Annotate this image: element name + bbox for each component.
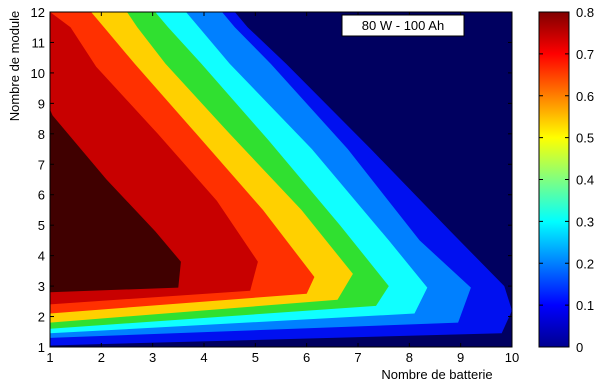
colorbar-tick-label: 0 xyxy=(576,340,583,355)
x-tick-label: 1 xyxy=(46,350,53,365)
x-axis: 1 2 3 4 5 6 7 8 9 10 xyxy=(46,12,519,365)
y-tick-label: 5 xyxy=(38,218,45,233)
x-tick-label: 6 xyxy=(303,350,310,365)
x-tick-label: 9 xyxy=(457,350,464,365)
colorbar-tick-label: 0.4 xyxy=(576,173,594,188)
colorbar-gradient xyxy=(538,11,570,348)
x-tick-label: 7 xyxy=(354,350,361,365)
colorbar-tick-label: 0.7 xyxy=(576,47,594,62)
x-tick-label: 4 xyxy=(200,350,207,365)
colorbar-tick-label: 0.2 xyxy=(576,256,594,271)
x-tick-label: 3 xyxy=(149,350,156,365)
y-tick-label: 10 xyxy=(31,66,45,81)
x-tick-label: 8 xyxy=(406,350,413,365)
x-tick-label: 10 xyxy=(505,350,519,365)
colorbar: 0 0.1 0.2 0.3 0.4 0.5 0.6 0.7 0.8 xyxy=(538,5,594,355)
y-axis-label: Nombre de module xyxy=(7,11,22,122)
plot-area xyxy=(49,11,513,348)
x-tick-label: 2 xyxy=(98,350,105,365)
y-tick-label: 12 xyxy=(31,5,45,20)
colorbar-tick-label: 0.3 xyxy=(576,214,594,229)
y-tick-label: 2 xyxy=(38,310,45,325)
annotation-text: 80 W - 100 Ah xyxy=(362,18,444,33)
y-tick-label: 4 xyxy=(38,249,45,264)
y-tick-label: 3 xyxy=(38,279,45,294)
colorbar-tick-label: 0.1 xyxy=(576,298,594,313)
plot-frame xyxy=(49,11,513,348)
colorbar-tick-label: 0.5 xyxy=(576,131,594,146)
colorbar-tick-label: 0.6 xyxy=(576,89,594,104)
contour-level-0-8 xyxy=(50,12,181,293)
x-axis-label: Nombre de batterie xyxy=(381,367,492,381)
y-tick-label: 1 xyxy=(38,340,45,355)
y-tick-label: 9 xyxy=(38,96,45,111)
colorbar-tick-label: 0.8 xyxy=(576,5,594,20)
y-tick-label: 6 xyxy=(38,188,45,203)
x-tick-label: 5 xyxy=(252,350,259,365)
annotation-box: 80 W - 100 Ah xyxy=(341,14,465,37)
y-tick-label: 8 xyxy=(38,127,45,142)
y-tick-label: 7 xyxy=(38,157,45,172)
y-tick-label: 11 xyxy=(32,35,46,50)
